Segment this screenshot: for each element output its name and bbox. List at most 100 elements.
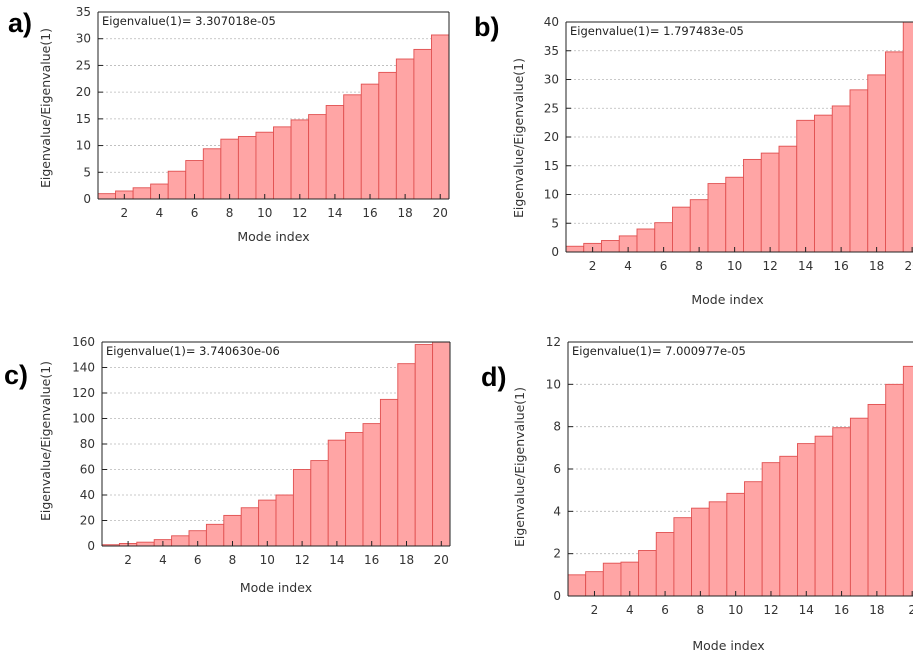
y-tick-label: 40: [544, 15, 559, 29]
bar: [797, 443, 816, 596]
x-tick-label: 2: [908, 603, 913, 617]
bar: [832, 427, 851, 596]
bar: [814, 435, 834, 596]
y-tick-label: 25: [544, 101, 559, 115]
x-axis-label: Mode index: [692, 638, 764, 653]
panel-letter-a: a): [8, 8, 33, 38]
x-tick-label: 2: [591, 603, 599, 617]
bar: [620, 561, 640, 596]
y-tick-label: 160: [72, 335, 95, 349]
y-tick-label: 120: [72, 386, 95, 400]
y-tick-label: 12: [546, 335, 561, 349]
x-tick-label: 18: [869, 603, 884, 617]
x-tick-label: 18: [869, 259, 884, 273]
y-tick-label: 8: [553, 420, 561, 434]
eigenvalue-annotation: Eigenvalue(1)= 3.740630e-06: [106, 344, 280, 358]
x-tick-label: 16: [362, 206, 377, 220]
x-tick-label: 20: [434, 553, 449, 567]
x-tick-label: 12: [294, 553, 309, 567]
x-tick-label: 14: [327, 206, 342, 220]
y-axis-label: Eigenvalue/Eigenvalue(1): [512, 387, 527, 547]
x-axis-label: Mode index: [240, 580, 312, 595]
x-tick-label: 16: [364, 553, 379, 567]
y-axis-label: Eigenvalue/Eigenvalue(1): [38, 28, 53, 188]
y-tick-label: 10: [546, 377, 561, 391]
x-tick-label: 10: [728, 603, 743, 617]
x-tick-label: 14: [798, 259, 813, 273]
bar: [761, 462, 781, 596]
panel-letter-b: b): [474, 12, 500, 42]
y-tick-label: 100: [72, 412, 95, 426]
y-axis-label: Eigenvalue/Eigenvalue(1): [38, 361, 53, 521]
panel-letter-d: d): [481, 362, 507, 392]
x-tick-label: 18: [399, 553, 414, 567]
bars-group: [566, 22, 913, 252]
x-axis-label: Mode index: [691, 292, 763, 307]
bar: [885, 383, 904, 596]
x-axis-label: Mode index: [237, 229, 309, 244]
x-tick-label: 8: [695, 259, 703, 273]
x-tick-label: 8: [226, 206, 234, 220]
eigenvalue-annotation: Eigenvalue(1)= 3.307018e-05: [102, 14, 276, 28]
eigenvalue-annotation: Eigenvalue(1)= 1.797483e-05: [570, 24, 744, 38]
x-tick-label: 4: [624, 259, 632, 273]
x-tick-label: 4: [156, 206, 164, 220]
y-tick-label: 10: [544, 188, 559, 202]
bar: [673, 517, 693, 596]
x-tick-label: 16: [834, 603, 849, 617]
y-tick-label: 20: [544, 130, 559, 144]
x-tick-label: 6: [194, 553, 202, 567]
x-tick-label: 2: [124, 553, 132, 567]
bar: [867, 403, 887, 596]
bar: [432, 342, 450, 546]
bar: [602, 562, 622, 596]
y-tick-label: 60: [80, 463, 95, 477]
x-tick-label: 12: [292, 206, 307, 220]
bar: [655, 532, 675, 596]
y-tick-label: 10: [76, 139, 91, 153]
x-tick-label: 10: [260, 553, 275, 567]
y-tick-label: 80: [80, 437, 95, 451]
y-tick-label: 15: [544, 159, 559, 173]
x-tick-label: 14: [329, 553, 344, 567]
bar: [691, 507, 710, 596]
x-tick-label: 2: [121, 206, 129, 220]
x-tick-label: 8: [697, 603, 705, 617]
y-tick-label: 2: [553, 547, 561, 561]
x-tick-label: 4: [159, 553, 167, 567]
bar: [902, 22, 913, 252]
y-tick-label: 0: [87, 539, 95, 553]
bars-group: [98, 34, 449, 199]
y-tick-label: 4: [553, 504, 561, 518]
y-tick-label: 25: [76, 58, 91, 72]
x-tick-label: 12: [762, 259, 777, 273]
x-tick-label: 6: [660, 259, 668, 273]
bars-group: [568, 365, 913, 596]
bar: [568, 574, 587, 596]
bar: [708, 501, 728, 596]
y-axis-label: Eigenvalue/Eigenvalue(1): [511, 58, 526, 218]
y-tick-label: 35: [544, 44, 559, 58]
panel-letter-c: c): [4, 360, 29, 390]
eigenvalue-annotation: Eigenvalue(1)= 7.000977e-05: [572, 344, 746, 358]
y-tick-label: 140: [72, 361, 95, 375]
x-tick-label: 10: [257, 206, 272, 220]
y-tick-label: 5: [551, 216, 559, 230]
x-tick-label: 8: [229, 553, 237, 567]
y-tick-label: 30: [76, 32, 91, 46]
y-tick-label: 20: [80, 514, 95, 528]
y-tick-label: 40: [80, 488, 95, 502]
bar: [849, 417, 869, 596]
x-tick-label: 6: [191, 206, 199, 220]
bar: [902, 365, 913, 596]
x-tick-label: 12: [763, 603, 778, 617]
x-tick-label: 16: [833, 259, 848, 273]
y-tick-label: 6: [553, 462, 561, 476]
bar: [779, 455, 798, 596]
y-tick-label: 15: [76, 112, 91, 126]
bars-group: [102, 342, 450, 546]
